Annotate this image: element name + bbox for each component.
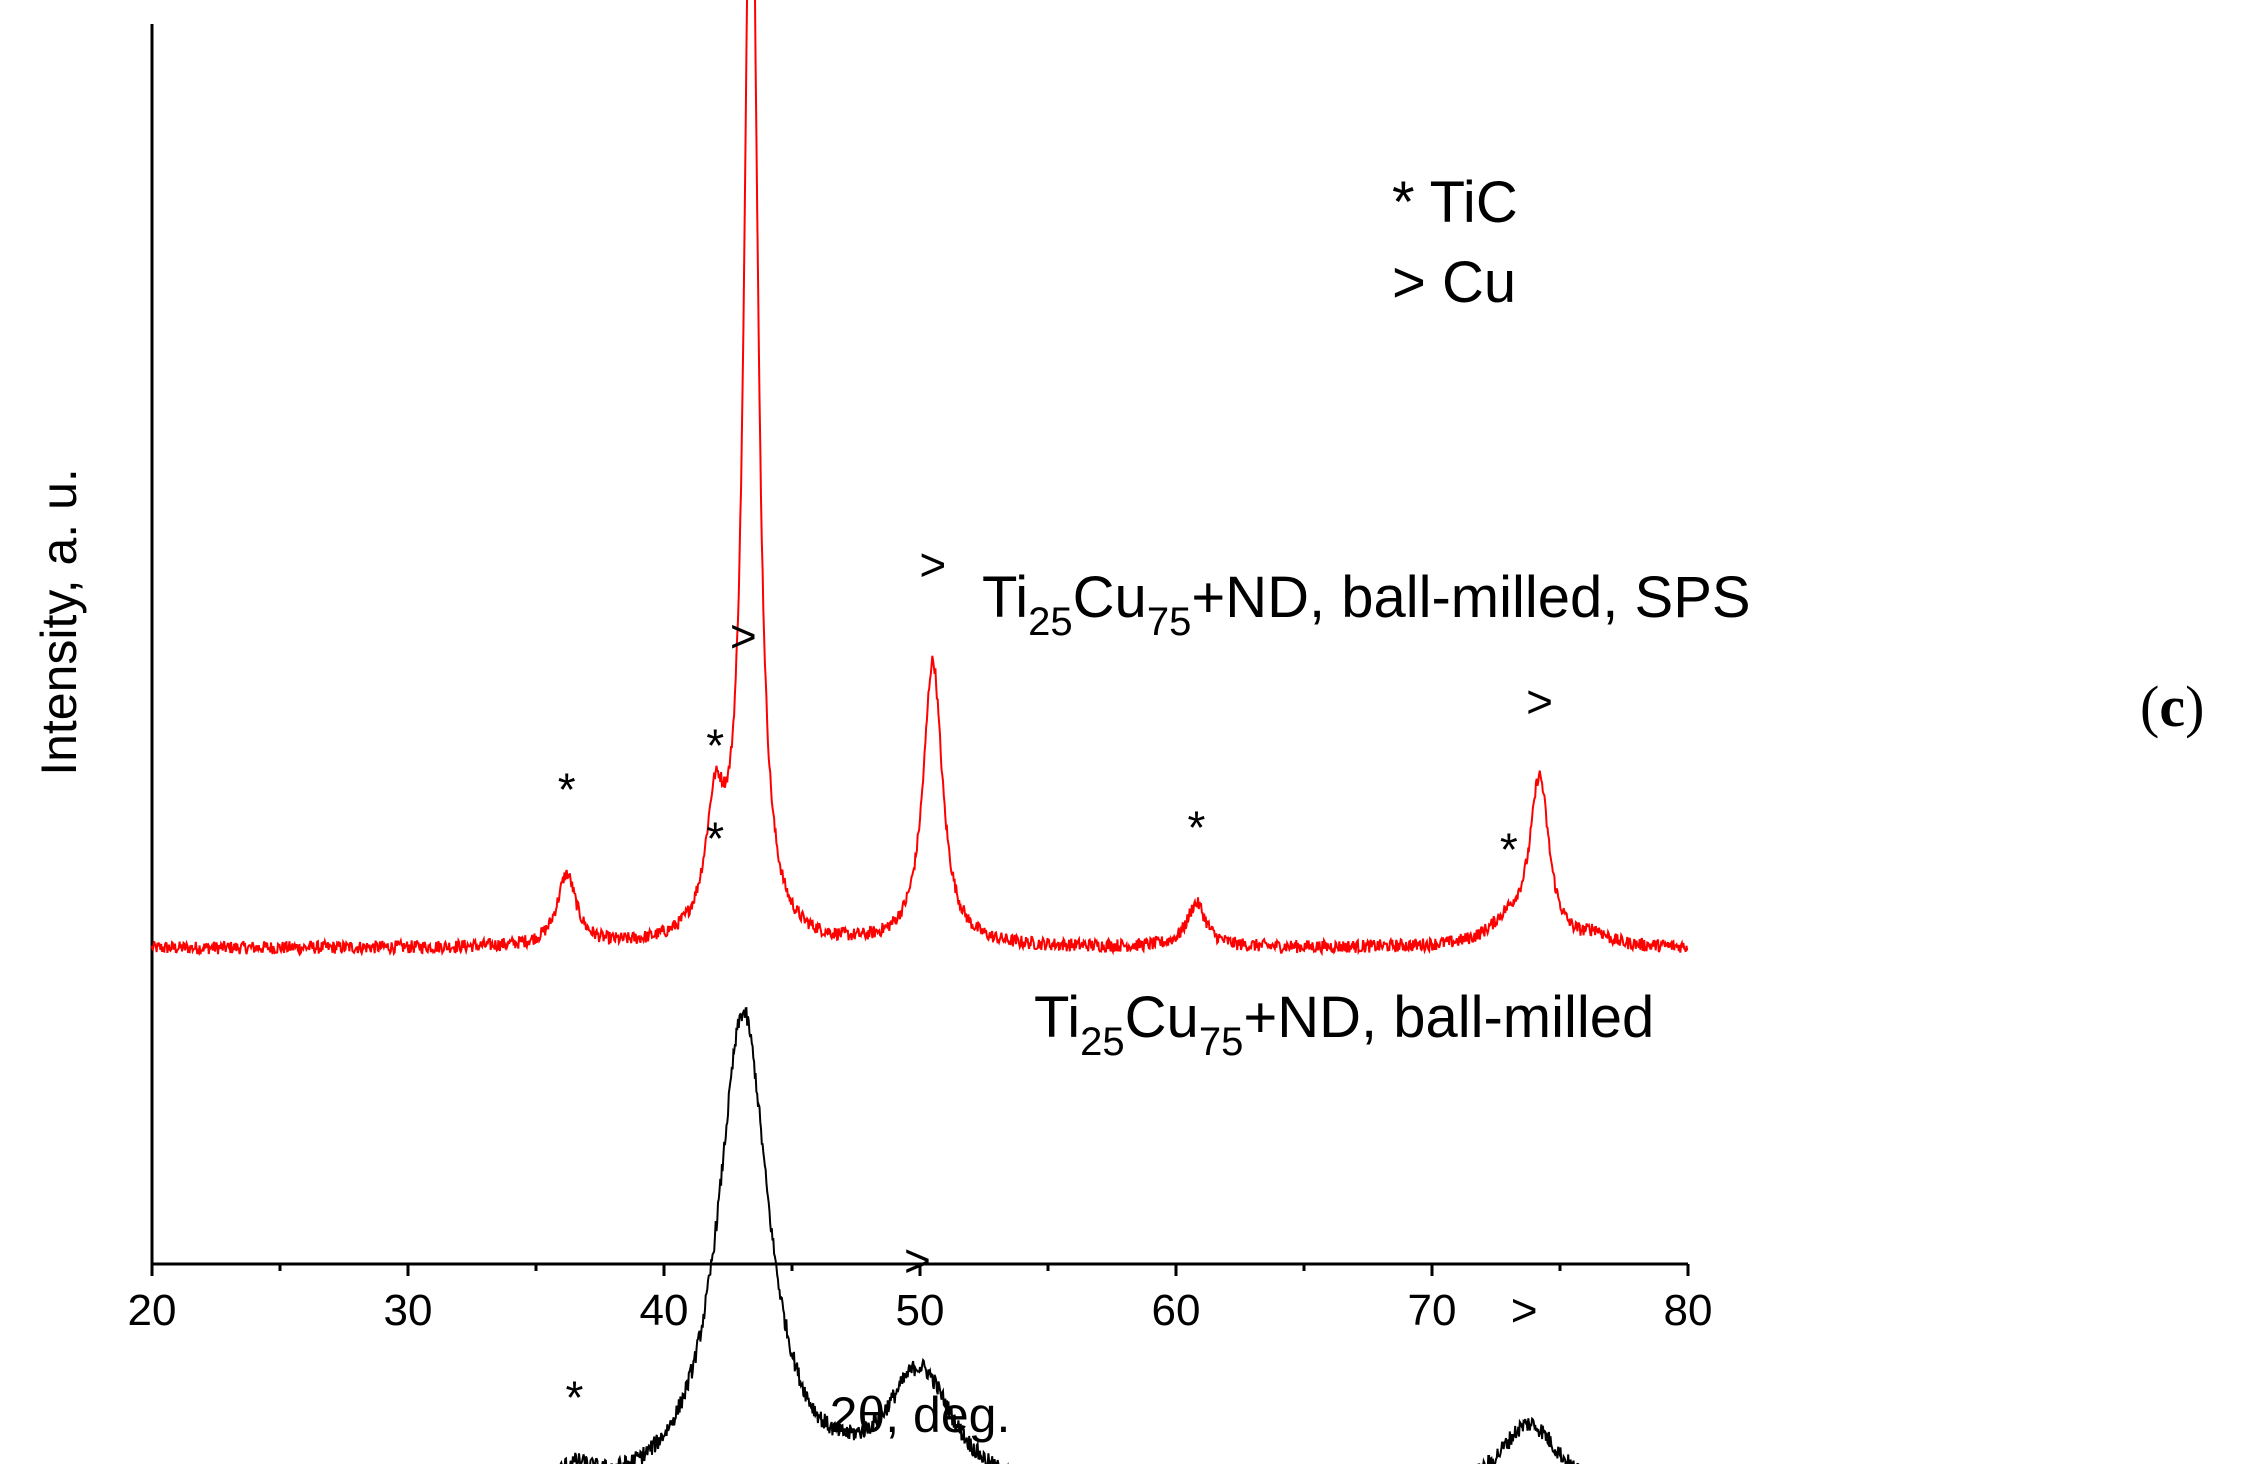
legend-entry-cu: > Cu bbox=[1392, 250, 1516, 315]
peak-marker: * bbox=[1500, 824, 1518, 876]
series-label-ball-milled: Ti25Cu75+ND, ball-milled bbox=[1034, 985, 1654, 1064]
x-tick-label: 30 bbox=[384, 1286, 433, 1335]
x-axis-ticks bbox=[150, 1264, 1690, 1276]
x-tick-label: 50 bbox=[896, 1286, 945, 1335]
peak-marker: * bbox=[706, 813, 724, 865]
peak-marker: * bbox=[565, 1372, 583, 1424]
x-axis-tick-labels: 20 30 40 50 60 70 80 bbox=[128, 1286, 1713, 1335]
series-line-ball-milled bbox=[559, 1007, 1580, 1464]
peak-marker: > bbox=[919, 539, 946, 591]
series-layer bbox=[151, 0, 1689, 1464]
y-axis-title: Intensity, a. u. bbox=[31, 468, 87, 776]
peak-markers: **>>**>**>>> bbox=[558, 539, 1553, 1424]
panel-label: (c) bbox=[2140, 674, 2204, 739]
x-tick-label: 40 bbox=[640, 1286, 689, 1335]
x-tick-label: 60 bbox=[1152, 1286, 1201, 1335]
x-tick-label: 80 bbox=[1664, 1286, 1713, 1335]
peak-marker: * bbox=[706, 719, 724, 771]
peak-marker: > bbox=[1511, 1284, 1538, 1336]
peak-marker: > bbox=[1526, 676, 1553, 728]
peak-marker: * bbox=[1188, 802, 1206, 854]
peak-marker: > bbox=[730, 610, 757, 662]
x-tick-label: 20 bbox=[128, 1286, 177, 1335]
series-line-sps bbox=[151, 0, 1689, 957]
peak-marker: * bbox=[558, 763, 576, 815]
legend: * TiC > Cu bbox=[1392, 170, 1518, 315]
legend-entry-tic: * TiC bbox=[1392, 170, 1518, 235]
x-tick-label: 70 bbox=[1408, 1286, 1457, 1335]
peak-marker: > bbox=[904, 1235, 931, 1287]
series-label-sps: Ti25Cu75+ND, ball-milled, SPS bbox=[982, 565, 1751, 644]
